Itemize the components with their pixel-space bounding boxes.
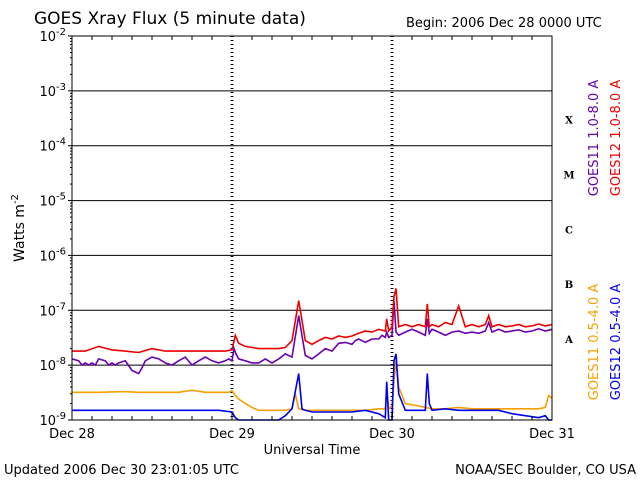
x-tick-label: Dec 29 [209,427,255,442]
flare-class-A: A [564,335,573,346]
y-tick-label: 10-2 [39,27,66,45]
series-lines [71,288,553,421]
flare-class-X: X [565,116,573,127]
series-line-3 [72,353,552,421]
legend-entry-3: GOES12 0.5-4.0 A [609,284,624,401]
flare-class-M: M [563,170,574,181]
x-axis-label: Universal Time [264,443,361,458]
flare-class-B: B [565,280,573,291]
x-tick-label: Dec 28 [49,427,95,442]
y-axis-label-exp: -2 [10,194,21,204]
series-line-2 [72,360,553,412]
y-tick-label: 10-4 [39,137,66,155]
series-line-1 [72,288,553,354]
y-axis-ticks: 10-2 10-3 10-4 10-5 10-6 10-7 10-8 10-9 [39,27,72,429]
legend-entry-1: GOES12 1.0-8.0 A [609,80,624,197]
y-tick-label: 10-3 [39,82,66,100]
x-axis-ticks: Dec 28 Dec 29 Dec 30 Dec 31 [49,36,575,442]
begin-time-label: Begin: 2006 Dec 28 0000 UTC [406,16,602,31]
legend-entry-2: GOES11 0.5-4.0 A [587,284,602,401]
y-axis-label-text: Watts m [12,204,28,262]
y-axis-label: Watts m-2 [10,194,28,262]
y-tick-label: 10-6 [39,246,66,264]
x-tick-label: Dec 31 [529,427,575,442]
x-tick-label: Dec 30 [369,427,415,442]
y-tick-label: 10-7 [39,301,66,319]
series-line-0 [71,300,553,375]
flare-class-C: C [565,225,573,236]
legend: GOES11 1.0-8.0 A GOES12 1.0-8.0 A GOES11 0… [587,80,624,401]
chart-title: GOES Xray Flux (5 minute data) [34,9,306,29]
y-tick-label: 10-5 [39,192,66,210]
source-credit: NOAA/SEC Boulder, CO USA [455,463,636,478]
legend-entry-0: GOES11 1.0-8.0 A [587,80,602,197]
y-tick-label: 10-9 [39,411,66,429]
updated-timestamp: Updated 2006 Dec 30 23:01:05 UTC [4,463,239,478]
flare-class-labels: X M C B A [563,116,574,346]
y-tick-label: 10-8 [39,356,66,374]
